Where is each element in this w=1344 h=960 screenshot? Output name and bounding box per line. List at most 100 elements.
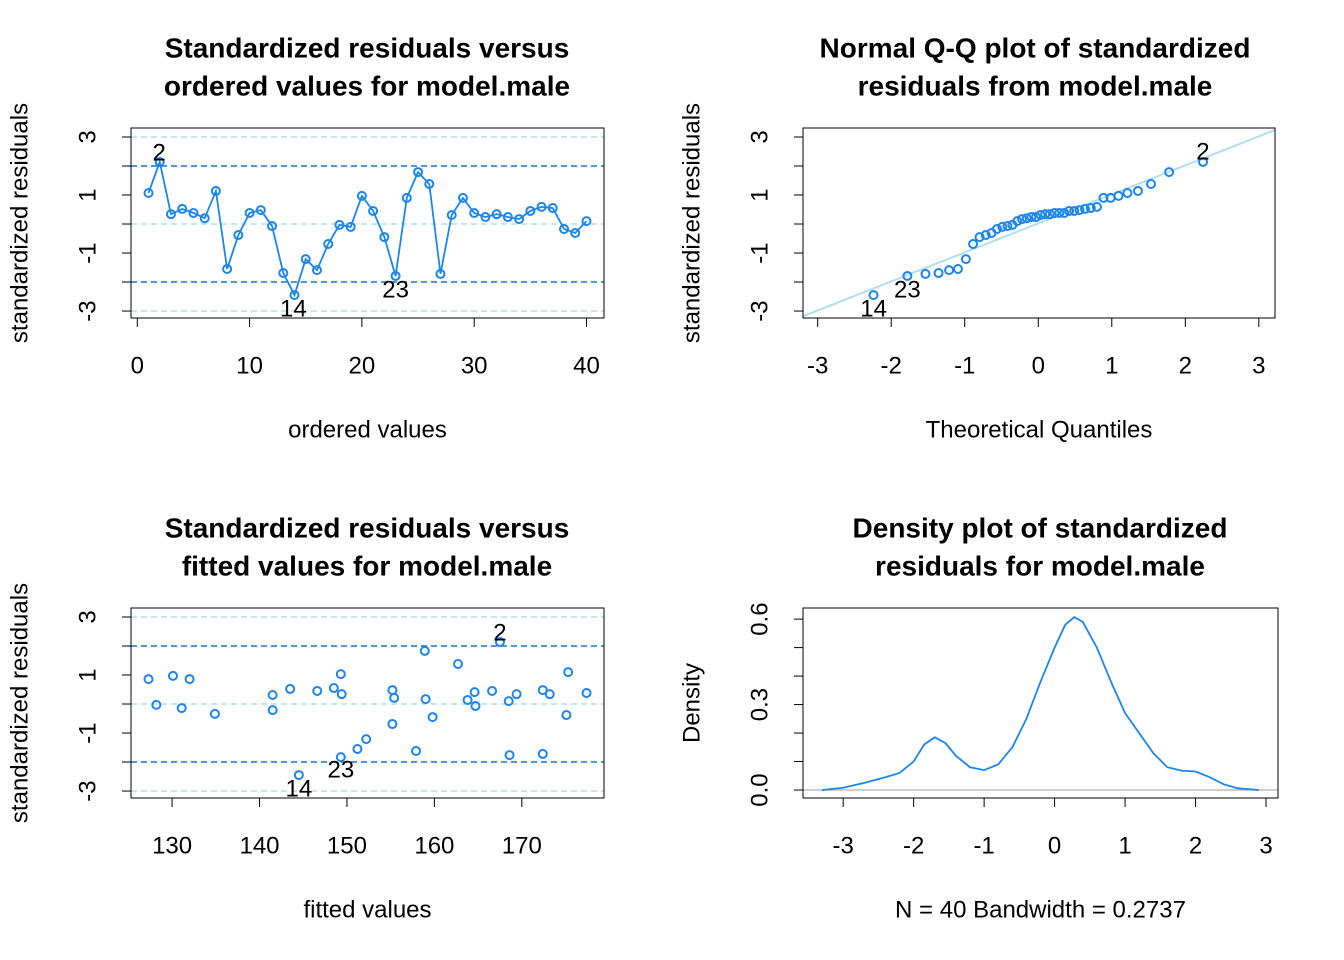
point [536,201,547,212]
point [267,221,278,232]
point [300,254,311,265]
x-tick-label: -1 [973,833,994,860]
x-tick-label: 30 [461,353,488,380]
y-axis-label: standardized residuals [7,583,34,823]
point [345,221,356,232]
y-tick-label: -3 [747,300,774,321]
point [323,239,334,250]
point [1146,178,1157,189]
chart-title: residuals from model.male [858,71,1213,102]
x-tick-label: 0 [1048,833,1061,860]
point-label: 2 [493,619,506,646]
point [502,212,513,223]
y-axis-label: Density [679,663,706,743]
chart-title: residuals for model.male [875,551,1205,582]
y-tick-label: 3 [75,610,102,623]
plot-frame [130,127,605,319]
point [1049,207,1060,218]
point [389,692,400,703]
point [293,770,304,781]
point [511,689,522,700]
y-tick-label: 3 [75,130,102,143]
point [336,689,347,700]
y-tick-label: -1 [747,242,774,263]
y-tick-label: 3 [747,130,774,143]
point [328,683,339,694]
point [312,685,323,696]
point [154,156,165,167]
point [1113,190,1124,201]
chart-title: Normal Q-Q plot of standardized [820,33,1251,64]
point [356,190,367,201]
point [1035,210,1046,221]
x-tick-label: -3 [832,833,853,860]
point [997,221,1008,232]
panel: Normal Q-Q plot of standardized residuals… [679,33,1276,444]
point [419,645,430,656]
point [427,712,438,723]
point [1080,203,1091,214]
point [902,270,913,281]
point [1059,207,1070,218]
point [503,696,514,707]
panel: Standardized residuals versus fitted valu… [7,513,605,924]
series-line [147,158,588,298]
y-tick-label: 1 [747,188,774,201]
point [462,694,473,705]
x-tick-label: 10 [236,353,263,380]
point [1064,205,1075,216]
point-label: 2 [1196,139,1209,166]
point [525,205,536,216]
x-tick-label: 170 [502,833,542,860]
point [1017,214,1028,225]
point [1069,205,1080,216]
x-tick-label: 1 [1105,353,1118,380]
panel: Density plot of standardized residuals fo… [679,513,1279,924]
point [352,743,363,754]
plot-area [131,616,604,792]
point [944,265,955,276]
point [452,658,463,669]
y-axis-label: standardized residuals [7,103,34,343]
point [335,669,346,680]
y-tick-label: 1 [75,188,102,201]
x-axis-label: fitted values [303,897,431,924]
point [1021,213,1032,224]
plot-area [803,616,1278,791]
y-tick-label: 1 [75,668,102,681]
point [1012,216,1023,227]
point [1040,209,1051,220]
x-tick-label: 0 [131,353,144,380]
point [933,268,944,279]
point [199,213,210,224]
point [561,710,572,721]
point [411,746,422,757]
plot-area [131,136,604,312]
point [361,734,372,745]
qq-line [803,129,1275,318]
point [1091,201,1102,212]
point [480,212,491,223]
point [446,210,457,221]
point [188,207,199,218]
point [1132,185,1143,196]
point [581,687,592,698]
chart-title: fitted values for model.male [182,551,552,582]
x-tick-label: -2 [903,833,924,860]
point [233,230,244,241]
point [1074,205,1085,216]
y-tick-label: -1 [75,242,102,263]
point [255,205,266,216]
point [368,205,379,216]
point [1044,209,1055,220]
x-axis-label: ordered values [288,417,447,444]
x-tick-label: 20 [349,353,376,380]
point [470,701,481,712]
point [267,705,278,716]
point [559,223,570,234]
point [504,750,515,761]
y-tick-label: -3 [75,300,102,321]
y-tick-label: 0.0 [747,773,774,806]
x-tick-label: 130 [152,833,192,860]
